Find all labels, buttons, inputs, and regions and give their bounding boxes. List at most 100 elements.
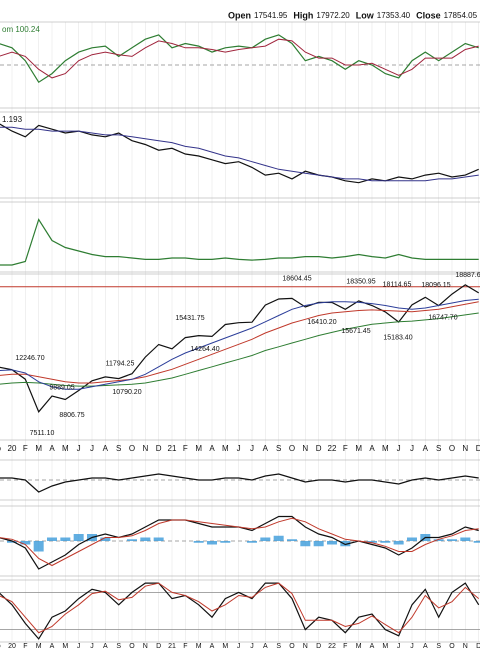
- price-annotation: 8806.75: [59, 412, 84, 419]
- x-tick-label-bottom: J: [90, 643, 94, 650]
- price-annotation: 18604.45: [282, 276, 311, 283]
- x-tick-label: O: [449, 444, 455, 453]
- series-line: [0, 473, 479, 493]
- panel-frame: [0, 505, 480, 577]
- price-annotation: 16747.70: [428, 315, 457, 322]
- x-tick-label-bottom: S: [276, 643, 281, 650]
- price-annotation: 16410.20: [307, 319, 336, 326]
- series-line: [0, 123, 479, 184]
- price-annotation: 18114.65: [383, 282, 412, 289]
- series-line: [0, 312, 479, 387]
- price-annotation: 18887.6: [455, 272, 480, 279]
- header-label: Low: [356, 10, 375, 20]
- x-tick-label: J: [90, 444, 94, 453]
- x-tick-label: A: [49, 444, 55, 453]
- price-annotation: 18096.15: [421, 282, 450, 289]
- x-tick-label-bottom: D: [476, 643, 480, 650]
- x-tick-label-bottom: o: [0, 643, 1, 650]
- x-tick-label-bottom: M: [196, 643, 202, 650]
- x-tick-label-bottom: O: [449, 643, 455, 650]
- x-tick-label-bottom: J: [77, 643, 81, 650]
- series-line: [0, 517, 479, 567]
- x-tick-label-bottom: O: [129, 643, 135, 650]
- panel-frame: [0, 21, 480, 109]
- histogram-bar: [46, 537, 57, 541]
- x-tick-label-bottom: J: [397, 643, 401, 650]
- series-line: [0, 218, 479, 266]
- panel-frame: [0, 459, 480, 501]
- x-tick-label: S: [116, 444, 121, 453]
- x-tick-label: J: [237, 444, 241, 453]
- x-tick-label: J: [410, 444, 414, 453]
- histogram-bar: [446, 539, 457, 541]
- price-annotation: 14264.40: [190, 346, 219, 353]
- histogram-bar: [473, 541, 480, 543]
- x-tick-label-bottom: A: [370, 643, 375, 650]
- price-annotation: 9889.05: [49, 384, 74, 391]
- x-tick-label-bottom: N: [463, 643, 468, 650]
- header-value: 17854.05: [444, 11, 478, 20]
- x-tick-label: 21: [168, 444, 177, 453]
- x-tick-label: D: [156, 444, 162, 453]
- x-tick-label-bottom: M: [222, 643, 228, 650]
- x-tick-label-bottom: F: [23, 643, 27, 650]
- price-annotation: 15183.40: [383, 334, 412, 341]
- x-tick-label-bottom: F: [183, 643, 187, 650]
- series-line: [0, 298, 479, 390]
- histogram-bar: [260, 537, 271, 541]
- x-tick-label-bottom: A: [423, 643, 428, 650]
- x-tick-label-bottom: M: [62, 643, 68, 650]
- x-tick-label: 22: [328, 444, 337, 453]
- panel-label: 1.193: [2, 115, 23, 124]
- x-tick-label: J: [250, 444, 254, 453]
- histogram-bar: [406, 537, 417, 541]
- x-tick-label-bottom: S: [116, 643, 121, 650]
- x-tick-label-bottom: D: [156, 643, 161, 650]
- histogram-bar: [153, 537, 164, 541]
- header-value: 17353.40: [377, 11, 411, 20]
- x-tick-label: J: [77, 444, 81, 453]
- x-tick-label-bottom: M: [382, 643, 388, 650]
- series-line: [0, 126, 479, 182]
- histogram-bar: [273, 535, 284, 541]
- histogram-bar: [60, 537, 71, 541]
- x-tick-label-bottom: A: [50, 643, 55, 650]
- series-line: [0, 38, 479, 79]
- histogram-bar: [393, 541, 404, 545]
- x-tick-label-bottom: O: [289, 643, 295, 650]
- series-line: [0, 515, 479, 570]
- x-tick-label: M: [355, 444, 362, 453]
- series-line: [0, 582, 480, 634]
- price-annotation: 7511.10: [30, 430, 55, 437]
- x-tick-label: J: [397, 444, 401, 453]
- series-line: [0, 582, 480, 640]
- panel-frame: [0, 111, 480, 199]
- x-tick-label: S: [436, 444, 441, 453]
- histogram-bar: [100, 537, 111, 541]
- panel-label: om 100.24: [2, 25, 40, 34]
- x-tick-label-bottom: D: [316, 643, 321, 650]
- header-label: Open: [228, 10, 251, 20]
- x-tick-label: F: [343, 444, 348, 453]
- histogram-bar: [126, 539, 137, 541]
- x-tick-label-bottom: M: [356, 643, 362, 650]
- x-tick-label-bottom: A: [263, 643, 268, 650]
- panel-frame: [0, 579, 480, 643]
- x-tick-label: D: [476, 444, 480, 453]
- x-tick-label: O: [129, 444, 135, 453]
- x-tick-label: O: [289, 444, 295, 453]
- x-tick-label: A: [263, 444, 269, 453]
- x-tick-label: N: [142, 444, 148, 453]
- x-tick-label: M: [195, 444, 202, 453]
- series-line: [0, 301, 479, 384]
- histogram-bar: [340, 541, 351, 547]
- header-label: High: [293, 10, 313, 20]
- price-annotation: 15431.75: [175, 315, 204, 322]
- price-annotation: 15671.45: [341, 328, 370, 335]
- x-tick-label-bottom: M: [36, 643, 42, 650]
- x-tick-label-bottom: S: [436, 643, 441, 650]
- header-value: 17541.95: [254, 11, 288, 20]
- price-annotation: 18350.95: [346, 279, 375, 286]
- panel-frame: [0, 273, 480, 441]
- histogram-bar: [300, 541, 311, 547]
